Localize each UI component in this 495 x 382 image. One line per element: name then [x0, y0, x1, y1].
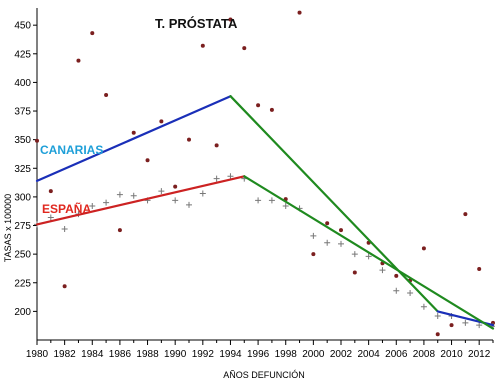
- data-point-plus: [476, 322, 483, 329]
- x-tick-label: 1988: [136, 349, 159, 360]
- y-tick-label: 450: [14, 21, 31, 32]
- data-point-plus: [158, 188, 165, 195]
- x-tick-label: 1986: [109, 349, 132, 360]
- data-point-dot: [145, 158, 150, 163]
- data-point-plus: [199, 190, 206, 197]
- y-tick-label: 375: [14, 107, 31, 118]
- data-point-dot: [214, 143, 219, 148]
- data-point-plus: [351, 251, 358, 258]
- x-tick-label: 2006: [385, 349, 408, 360]
- y-tick-label: 225: [14, 278, 31, 289]
- data-point-plus: [61, 225, 68, 232]
- y-tick-label: 400: [14, 78, 31, 89]
- y-tick-label: 350: [14, 135, 31, 146]
- data-point-dot: [269, 107, 274, 112]
- data-point-dot: [242, 46, 247, 51]
- data-point-dot: [187, 137, 191, 142]
- data-point-plus: [310, 232, 317, 239]
- data-point-plus: [255, 197, 262, 204]
- y-tick-label: 250: [14, 250, 31, 261]
- data-point-plus: [89, 203, 96, 210]
- data-point-dot: [228, 17, 233, 22]
- trend-line: [229, 95, 439, 313]
- data-point-plus: [116, 191, 123, 198]
- data-point-plus: [407, 290, 414, 297]
- x-tick-label: 1984: [81, 349, 104, 360]
- series-label-canarias: CANARIAS: [40, 143, 103, 157]
- x-tick-label: 1994: [219, 349, 242, 360]
- data-point-plus: [420, 303, 427, 310]
- data-point-plus: [365, 253, 372, 260]
- data-point-dot: [104, 93, 109, 98]
- y-tick-label: 425: [14, 49, 31, 60]
- data-point-dot: [256, 103, 261, 108]
- y-tick-label: 325: [14, 164, 31, 175]
- x-tick-label: 1992: [192, 349, 215, 360]
- data-point-dot: [325, 221, 330, 226]
- data-point-dot: [297, 10, 302, 15]
- x-tick-label: 2004: [358, 349, 381, 360]
- data-point-dot: [90, 31, 95, 36]
- data-point-plus: [227, 173, 234, 180]
- data-point-dot: [352, 270, 357, 275]
- data-point-dot: [311, 252, 316, 257]
- x-tick-label: 1998: [275, 349, 298, 360]
- x-tick-label: 2008: [413, 349, 436, 360]
- x-tick-label: 2002: [330, 349, 353, 360]
- x-tick-label: 1982: [54, 349, 77, 360]
- data-point-plus: [47, 214, 54, 221]
- chart-title: T. PRÓSTATA: [155, 16, 238, 31]
- data-point-dot: [117, 228, 122, 233]
- x-tick-label: 2000: [302, 349, 325, 360]
- data-point-dot: [435, 332, 440, 337]
- plot-area: 200 225 250 275 300 325 350 375 400 425 450 1980 198…: [14, 8, 495, 360]
- data-point-dot: [421, 246, 426, 251]
- data-point-dot: [62, 284, 67, 289]
- y-axis-label: TASAS x 100000: [3, 194, 13, 262]
- series-label-espana: ESPAÑA: [42, 201, 91, 216]
- data-point-plus: [282, 203, 289, 210]
- data-point-dot: [76, 58, 81, 63]
- data-point-plus: [186, 201, 192, 208]
- x-tick-label: 1996: [247, 349, 270, 360]
- data-point-plus: [103, 199, 110, 206]
- data-point-plus: [324, 239, 331, 246]
- x-tick-label: 1990: [164, 349, 187, 360]
- data-point-dot: [463, 212, 468, 217]
- data-point-dot: [200, 43, 205, 48]
- y-tick-label: 200: [14, 307, 31, 318]
- data-point-plus: [462, 319, 469, 326]
- y-tick-label: 300: [14, 192, 31, 203]
- data-point-plus: [172, 197, 179, 204]
- data-point-plus: [213, 175, 220, 182]
- data-point-dot: [477, 267, 482, 272]
- data-point-plus: [268, 197, 275, 204]
- x-tick-label: 2012: [468, 349, 491, 360]
- data-point-plus: [379, 267, 386, 274]
- x-tick-label: 1980: [26, 349, 49, 360]
- x-axis-label: AÑOS DEFUNCIÓN: [223, 370, 305, 380]
- data-point-plus: [338, 240, 344, 247]
- data-point-dot: [449, 323, 454, 328]
- trend-line: [243, 175, 495, 330]
- data-point-dot: [131, 130, 136, 135]
- data-point-plus: [130, 192, 137, 199]
- y-tick-label: 275: [14, 221, 31, 232]
- data-point-dot: [173, 184, 178, 189]
- x-tick-label: 2010: [440, 349, 463, 360]
- trend-line: [35, 95, 232, 182]
- data-point-dot: [339, 228, 343, 233]
- data-point-dot: [159, 119, 164, 124]
- data-point-plus: [434, 312, 441, 319]
- data-point-plus: [393, 287, 400, 294]
- data-point-dot: [35, 138, 39, 143]
- data-point-dot: [394, 273, 399, 278]
- data-point-dot: [48, 189, 53, 194]
- trend-line: [35, 175, 246, 226]
